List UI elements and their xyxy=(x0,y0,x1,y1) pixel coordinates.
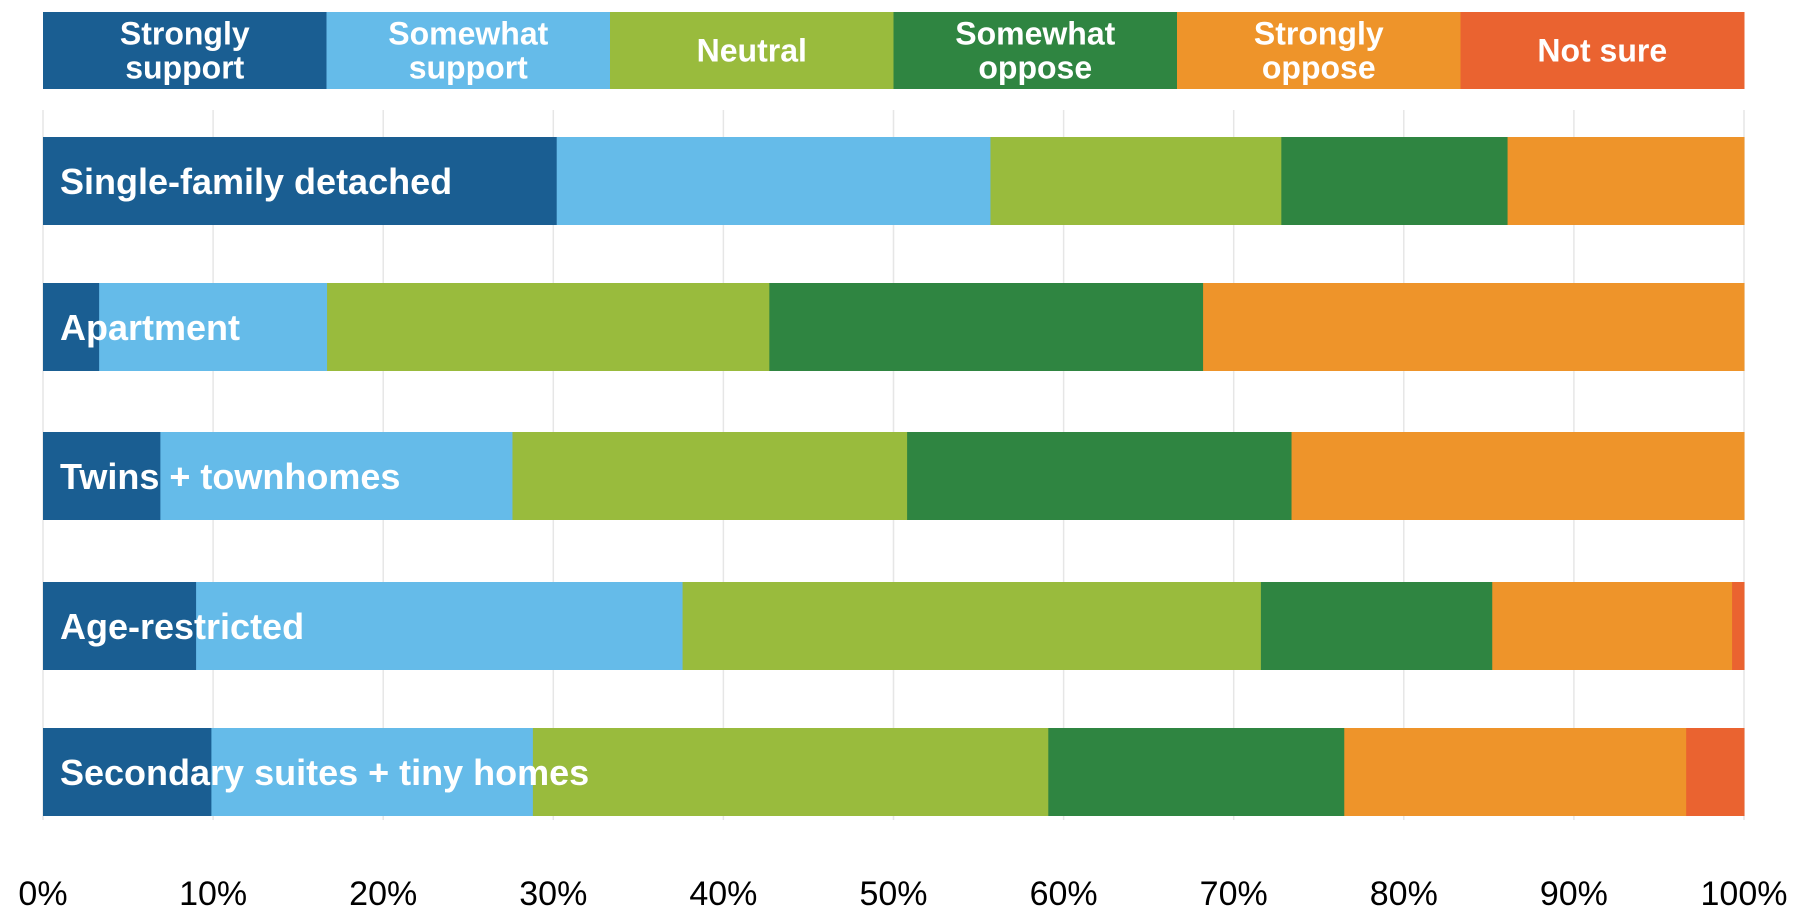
bar-segment xyxy=(1281,137,1508,225)
legend-label: Strongly xyxy=(120,16,250,52)
bar-segment xyxy=(1344,728,1686,816)
x-tick-label: 40% xyxy=(689,875,757,913)
bar-segment xyxy=(1261,582,1493,670)
bar-segment xyxy=(1508,137,1745,225)
category-label: Single-family detached xyxy=(60,161,452,202)
x-tick-label: 30% xyxy=(519,875,587,913)
bar-segment xyxy=(557,137,991,225)
bar-segment xyxy=(1203,283,1744,371)
bar-segment xyxy=(907,432,1292,520)
x-axis-ticks: 0% 10% 20% 30% 40% 50% 60% 70% 80% 90% 100% xyxy=(18,875,1787,913)
x-tick-label: 20% xyxy=(349,875,417,913)
x-tick-label: 10% xyxy=(179,875,247,913)
bar-segment xyxy=(533,728,1049,816)
bar-segment xyxy=(1292,432,1745,520)
legend-label: support xyxy=(409,50,528,86)
category-label: Secondary suites + tiny homes xyxy=(60,752,589,793)
x-tick-label: 60% xyxy=(1030,875,1098,913)
category-label: Twins + townhomes xyxy=(60,456,400,497)
bar-segment xyxy=(683,582,1262,670)
bar-segment xyxy=(1732,582,1744,670)
legend-label: Somewhat xyxy=(955,16,1115,52)
bar-segment xyxy=(1492,582,1732,670)
legend-label: Somewhat xyxy=(388,16,548,52)
x-tick-label: 100% xyxy=(1701,875,1788,913)
bar-segment xyxy=(327,283,770,371)
category-label: Apartment xyxy=(60,307,240,348)
x-tick-label: 0% xyxy=(18,875,67,913)
legend-label: oppose xyxy=(978,50,1092,86)
bar-segment xyxy=(990,137,1281,225)
legend-label: oppose xyxy=(1262,50,1376,86)
bar-segment xyxy=(512,432,907,520)
bar-segment xyxy=(1048,728,1344,816)
x-tick-label: 90% xyxy=(1540,875,1608,913)
bar-segment xyxy=(1686,728,1744,816)
x-tick-label: 70% xyxy=(1200,875,1268,913)
legend-label: Not sure xyxy=(1537,33,1667,69)
bar-segment xyxy=(769,283,1203,371)
x-tick-label: 50% xyxy=(859,875,927,913)
category-label: Age-restricted xyxy=(60,606,304,647)
legend-label: support xyxy=(125,50,244,86)
legend-label: Neutral xyxy=(697,33,807,69)
x-tick-label: 80% xyxy=(1370,875,1438,913)
legend-label: Strongly xyxy=(1254,16,1384,52)
